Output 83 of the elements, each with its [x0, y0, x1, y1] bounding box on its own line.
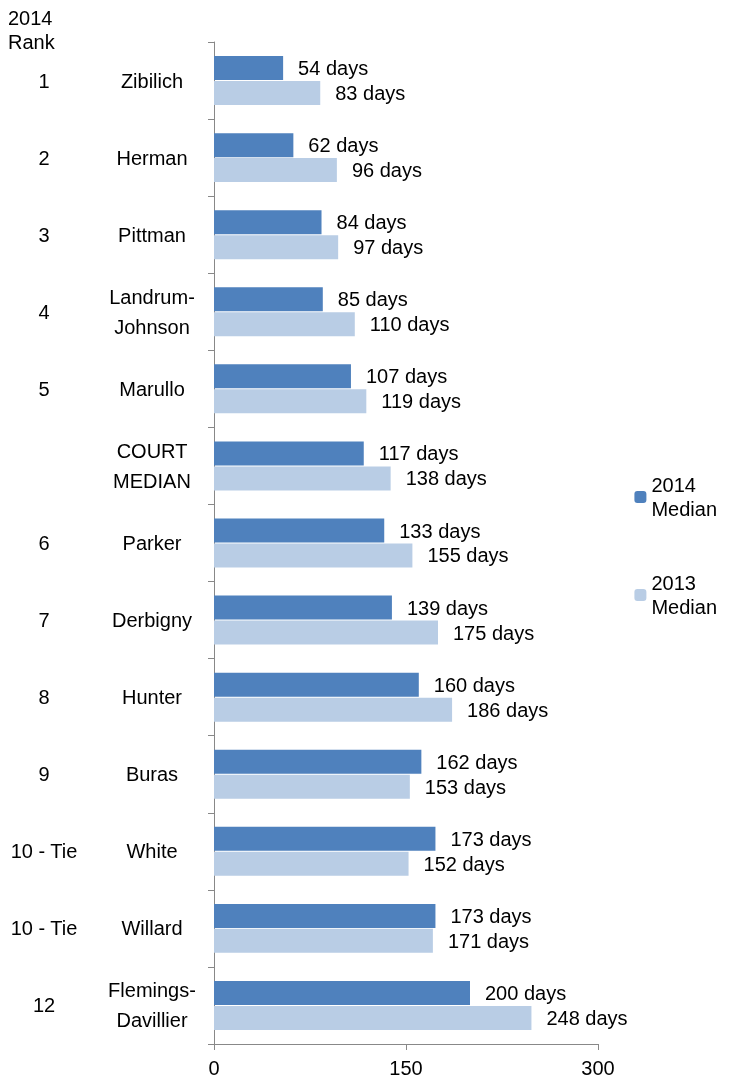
bar	[214, 749, 422, 774]
legend-label: 2014 Median	[651, 474, 718, 520]
data-label: 83 days	[335, 82, 406, 105]
bar	[214, 235, 339, 260]
data-label: 152 days	[423, 852, 505, 875]
bar	[214, 595, 392, 620]
bar	[214, 928, 433, 953]
bar	[214, 312, 355, 337]
y-tick-label: Landrum-Johnson	[109, 285, 195, 338]
data-label: 117 days	[378, 442, 459, 465]
y-tick-label: Hunter	[121, 686, 183, 709]
y-tick-label: Pittman	[118, 223, 186, 246]
data-label: 162 days	[436, 750, 518, 773]
y-tick-label: Willard	[121, 917, 183, 940]
bar	[214, 1005, 532, 1030]
text: 5	[38, 377, 50, 400]
bar	[214, 287, 323, 312]
bar	[214, 133, 294, 158]
text: 8	[38, 686, 50, 709]
y-tick-label: Parker	[122, 532, 182, 554]
text: 2014 Rank	[8, 7, 56, 53]
text: 10 - Tie	[10, 917, 78, 940]
bar	[214, 210, 322, 235]
text: 2	[38, 146, 50, 169]
text: 3	[38, 223, 50, 246]
data-label: 119 days	[381, 390, 462, 413]
bar	[214, 389, 367, 414]
bar	[214, 672, 419, 697]
y-tick-label: Marullo	[119, 377, 185, 400]
data-label: 153 days	[424, 775, 507, 798]
data-label: 186 days	[467, 698, 549, 721]
x-tick-label: 150	[389, 1057, 423, 1079]
bar	[214, 903, 436, 928]
bar	[214, 543, 413, 568]
text: 1	[38, 69, 50, 92]
data-label: 84 days	[336, 211, 407, 234]
bar	[214, 826, 436, 851]
bar	[214, 620, 438, 645]
x-tick-label: 0	[208, 1057, 220, 1079]
data-label: 62 days	[308, 134, 379, 157]
legend-label: 2013 Median	[651, 572, 718, 618]
bar	[214, 158, 337, 183]
y-tick-label: Buras	[125, 763, 179, 786]
data-label: 54 days	[298, 57, 369, 80]
x-tick-label: 300	[581, 1057, 615, 1079]
data-label: 155 days	[427, 544, 509, 567]
y-tick-label: COURT MEDIAN	[113, 439, 191, 492]
y-tick-label: Derbigny	[111, 609, 193, 632]
y-tick-label: Flemings-Davillier	[108, 979, 196, 1032]
text: 9	[38, 763, 50, 786]
y-tick-label: Herman	[116, 146, 188, 169]
y-tick-label: White	[126, 840, 178, 863]
text: 4	[38, 300, 50, 323]
data-label: 160 days	[433, 673, 515, 696]
bar	[214, 774, 410, 799]
data-label: 173 days	[450, 904, 532, 927]
data-label: 200 days	[485, 981, 567, 1004]
text: 10 - Tie	[10, 840, 78, 863]
bar	[214, 697, 453, 722]
data-label: 139 days	[406, 596, 489, 619]
bar	[214, 466, 391, 491]
data-label: 171 days	[447, 929, 530, 952]
bar	[214, 441, 364, 466]
data-label: 97 days	[353, 236, 424, 259]
data-label: 85 days	[337, 288, 408, 311]
data-label: 110 days	[369, 313, 450, 336]
data-label: 96 days	[351, 159, 422, 182]
bar	[214, 980, 470, 1005]
y-tick-label: Zibilich	[120, 69, 184, 92]
data-label: 173 days	[450, 827, 532, 850]
text: 6	[38, 532, 50, 554]
data-label: 107 days	[365, 365, 448, 388]
text: 12	[32, 994, 56, 1017]
text: 7	[38, 609, 50, 632]
data-label: 248 days	[546, 1006, 628, 1029]
bar	[214, 518, 385, 543]
data-label: 133 days	[399, 519, 481, 542]
bar	[214, 364, 351, 389]
data-label: 175 days	[453, 621, 535, 644]
bar	[214, 56, 284, 81]
data-label: 138 days	[405, 467, 487, 490]
bar	[214, 81, 321, 106]
bar	[214, 851, 409, 876]
